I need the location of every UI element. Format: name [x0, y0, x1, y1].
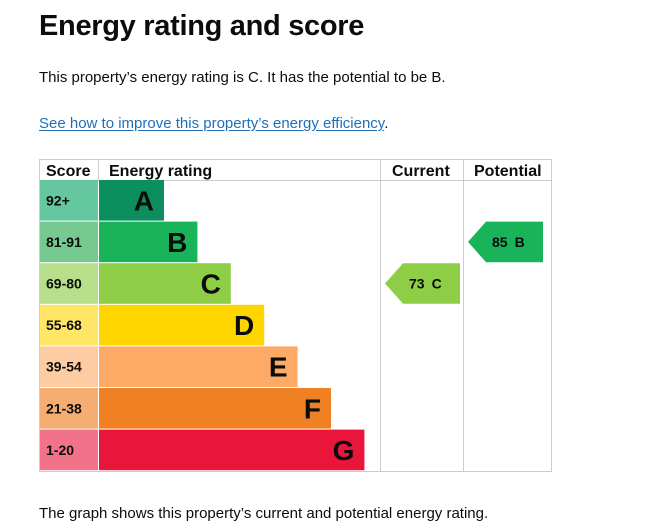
potential-rating-letter: B [515, 234, 525, 250]
current-rating-value: 73 [409, 276, 425, 292]
current-rating-label: 73 C [409, 276, 442, 292]
potential-rating-label: 85 B [492, 234, 525, 250]
header-potential: Potential [474, 163, 542, 180]
graph-description: The graph shows this property’s current … [39, 505, 489, 522]
band-b-letter: B [167, 227, 187, 258]
band-f-score-cell [40, 388, 98, 429]
rating-summary: This property’s energy rating is C. It h… [39, 69, 446, 86]
band-c-score-cell [40, 263, 98, 304]
band-d-bar [99, 304, 265, 346]
band-f-bar [99, 388, 331, 429]
potential-rating-value: 85 [492, 234, 508, 250]
graph-frame [39, 159, 552, 472]
band-f-score: 21-38 [46, 400, 82, 416]
band-b-score-cell [40, 221, 98, 263]
band-c-bar [99, 263, 231, 304]
band-e-score: 39-54 [46, 359, 82, 375]
band-a-score: 92+ [46, 192, 70, 208]
band-c-letter: C [201, 269, 221, 300]
header-current: Current [392, 163, 450, 180]
rating-arrows: 73 C 85 B [385, 221, 543, 304]
band-b-score: 81-91 [46, 234, 82, 250]
band-a-score-cell [40, 180, 98, 221]
band-e-letter: E [269, 352, 288, 383]
header-energy-rating: Energy rating [109, 163, 212, 180]
improve-efficiency-link[interactable]: See how to improve this property’s energ… [39, 115, 385, 132]
band-g-score: 1-20 [46, 442, 74, 458]
band-g-score-cell [40, 429, 98, 471]
band-e-bar [99, 346, 298, 387]
header-score: Score [46, 163, 91, 180]
band-e-score-cell [40, 346, 98, 387]
band-g-bar [99, 429, 365, 471]
band-b-bar [99, 221, 198, 263]
band-d-score: 55-68 [46, 317, 82, 333]
current-rating-letter: C [432, 276, 442, 292]
rating-bands: 92+ A 81-91 B 69-80 C 55-68 D 39-54 E 21-38 F 1-20 G [40, 180, 365, 471]
potential-rating-arrow [468, 221, 543, 263]
page-title: Energy rating and score [39, 10, 365, 42]
current-rating-arrow [385, 263, 460, 304]
band-f-letter: F [304, 393, 321, 424]
improve-paragraph: See how to improve this property’s energ… [39, 114, 388, 134]
band-d-letter: D [234, 310, 254, 341]
improve-link-suffix: . [384, 115, 389, 132]
band-a-bar [99, 180, 164, 221]
band-d-score-cell [40, 304, 98, 346]
band-a-letter: A [134, 185, 154, 216]
band-g-letter: G [333, 435, 355, 466]
band-c-score: 69-80 [46, 276, 82, 292]
